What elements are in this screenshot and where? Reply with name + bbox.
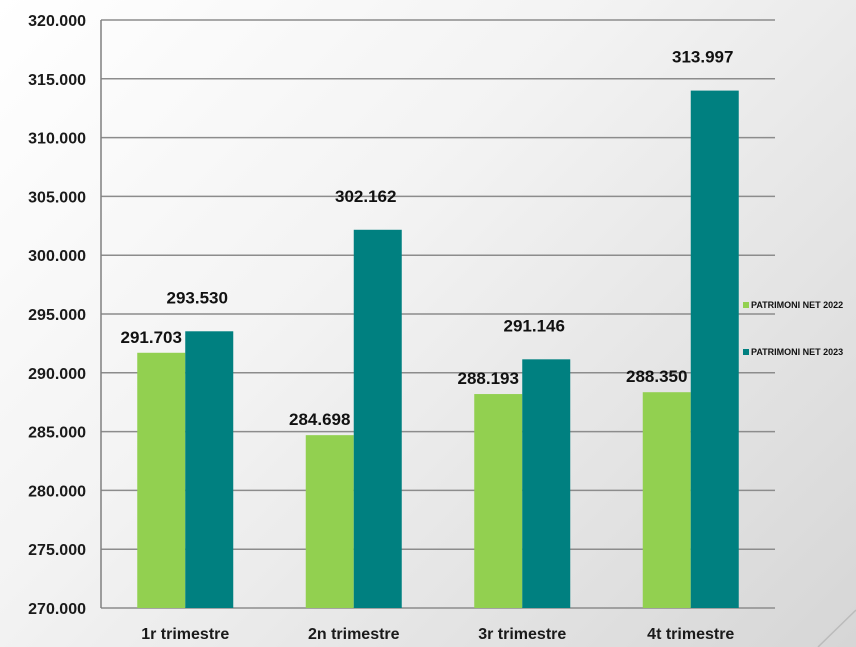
data-label: 293.530: [167, 288, 228, 307]
y-tick-label: 305.000: [28, 189, 86, 206]
x-tick-label: 1r trimestre: [141, 626, 229, 643]
bar-2023-3: [522, 359, 571, 608]
y-tick-label: 280.000: [28, 483, 86, 500]
x-tick-label: 2n trimestre: [308, 626, 400, 643]
bar-2022-1: [137, 352, 186, 608]
data-label: 291.146: [504, 316, 565, 335]
bar-2022-2: [305, 435, 354, 608]
y-tick-label: 290.000: [28, 366, 86, 383]
y-tick-label: 320.000: [28, 13, 86, 30]
y-tick-label: 295.000: [28, 307, 86, 324]
y-tick-label: 270.000: [28, 601, 86, 618]
data-label: 288.350: [626, 367, 687, 386]
x-tick-label: 4t trimestre: [647, 626, 734, 643]
x-axis-labels: 1r trimestre 2n trimestre 3r trimestre 4t t…: [141, 626, 734, 643]
legend-label: PATRIMONI NET 2023: [751, 347, 843, 357]
data-label: 291.703: [121, 328, 182, 347]
data-label: 302.162: [335, 187, 396, 206]
data-labels: 291.703 293.530 284.698 302.162 288.193 291.1…: [121, 48, 734, 430]
y-tick-label: 300.000: [28, 248, 86, 265]
bar-2023-2: [353, 229, 402, 608]
y-tick-label: 285.000: [28, 425, 86, 442]
bar-2023-1: [185, 331, 234, 608]
y-tick-label: 315.000: [28, 72, 86, 89]
legend: PATRIMONI NET 2022 PATRIMONI NET 2023: [743, 300, 843, 357]
data-label: 288.193: [458, 369, 519, 388]
y-tick-label: 310.000: [28, 131, 86, 148]
y-tick-label: 275.000: [28, 542, 86, 559]
bar-2022-4: [642, 392, 691, 608]
x-tick-label: 3r trimestre: [478, 626, 566, 643]
bar-2023-4: [690, 90, 739, 609]
bars: [137, 90, 739, 609]
data-label: 284.698: [289, 410, 350, 429]
y-axis-ticks: 270.000 275.000 280.000 285.000 290.000 295.0…: [28, 13, 86, 618]
corner-decoration: [817, 609, 856, 647]
legend-swatch: [743, 349, 749, 355]
legend-swatch: [743, 302, 749, 308]
legend-label: PATRIMONI NET 2022: [751, 300, 843, 310]
data-label: 313.997: [672, 48, 733, 67]
bar-2022-3: [474, 394, 523, 608]
